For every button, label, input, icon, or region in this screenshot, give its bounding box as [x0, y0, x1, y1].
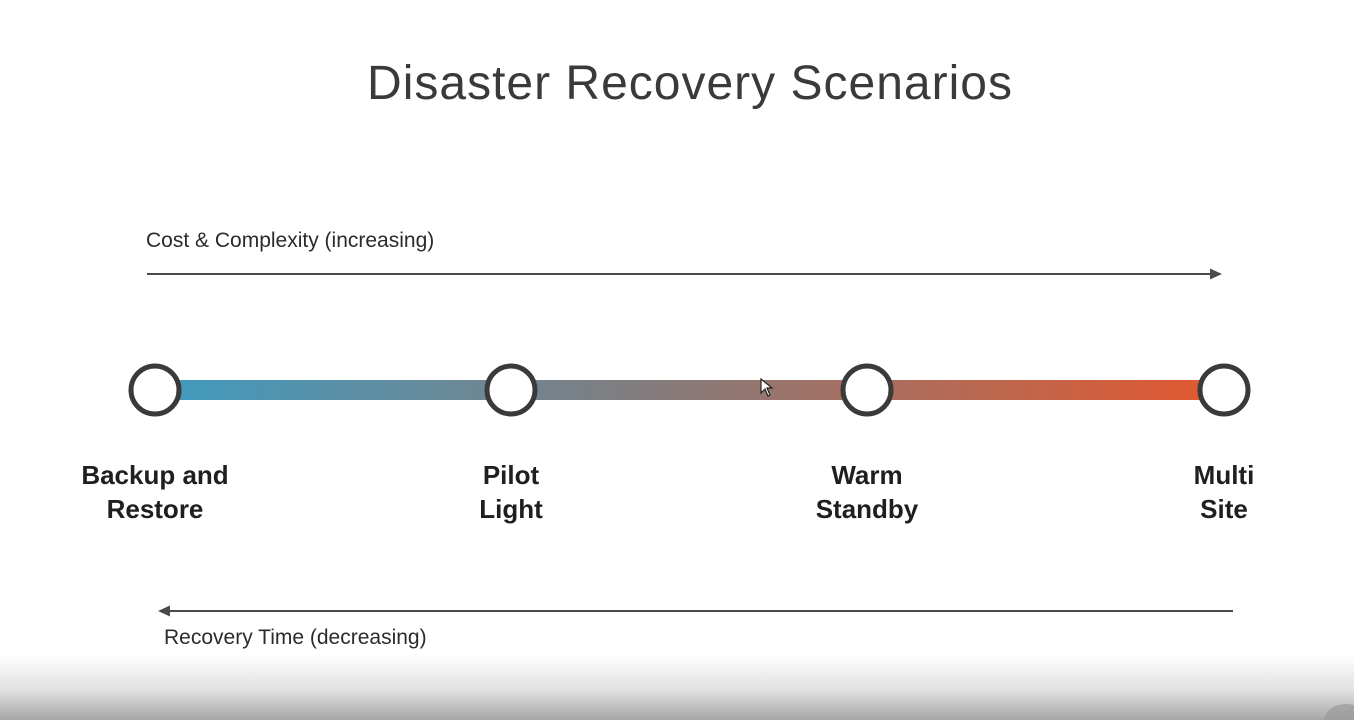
stage-label-line: Pilot: [482, 460, 540, 490]
stage-label-line: Backup and: [81, 460, 229, 490]
video-control-bar[interactable]: [0, 654, 1354, 720]
cost-complexity-label: Cost & Complexity (increasing): [146, 229, 435, 252]
node-warm-standby: [840, 363, 894, 417]
stage-label-line: Site: [1200, 494, 1248, 524]
slide-title: Disaster Recovery Scenarios: [367, 57, 1013, 110]
recovery-time-label: Recovery Time (decreasing): [164, 626, 427, 649]
scenario-gradient-bar: [155, 380, 1224, 400]
stage-label-line: Warm: [831, 460, 903, 490]
stage-label-line: Light: [479, 494, 543, 524]
player-control-icon[interactable]: [1324, 704, 1354, 720]
node-multi-site: [1197, 363, 1251, 417]
stage-label-backup-restore: Backup and Restore: [35, 458, 275, 526]
stage-label-multi-site: Multi Site: [1104, 458, 1344, 526]
node-backup-restore: [128, 363, 182, 417]
cost-complexity-arrow: [147, 268, 1222, 280]
recovery-time-arrow: [158, 605, 1233, 617]
stage-label-line: Multi: [1193, 460, 1255, 490]
stage-label-line: Restore: [106, 494, 204, 524]
node-pilot-light: [484, 363, 538, 417]
stage-label-warm-standby: Warm Standby: [747, 458, 987, 526]
stage-label-line: Standby: [815, 494, 919, 524]
mouse-pointer-icon: [760, 378, 774, 397]
stage-label-pilot-light: Pilot Light: [391, 458, 631, 526]
